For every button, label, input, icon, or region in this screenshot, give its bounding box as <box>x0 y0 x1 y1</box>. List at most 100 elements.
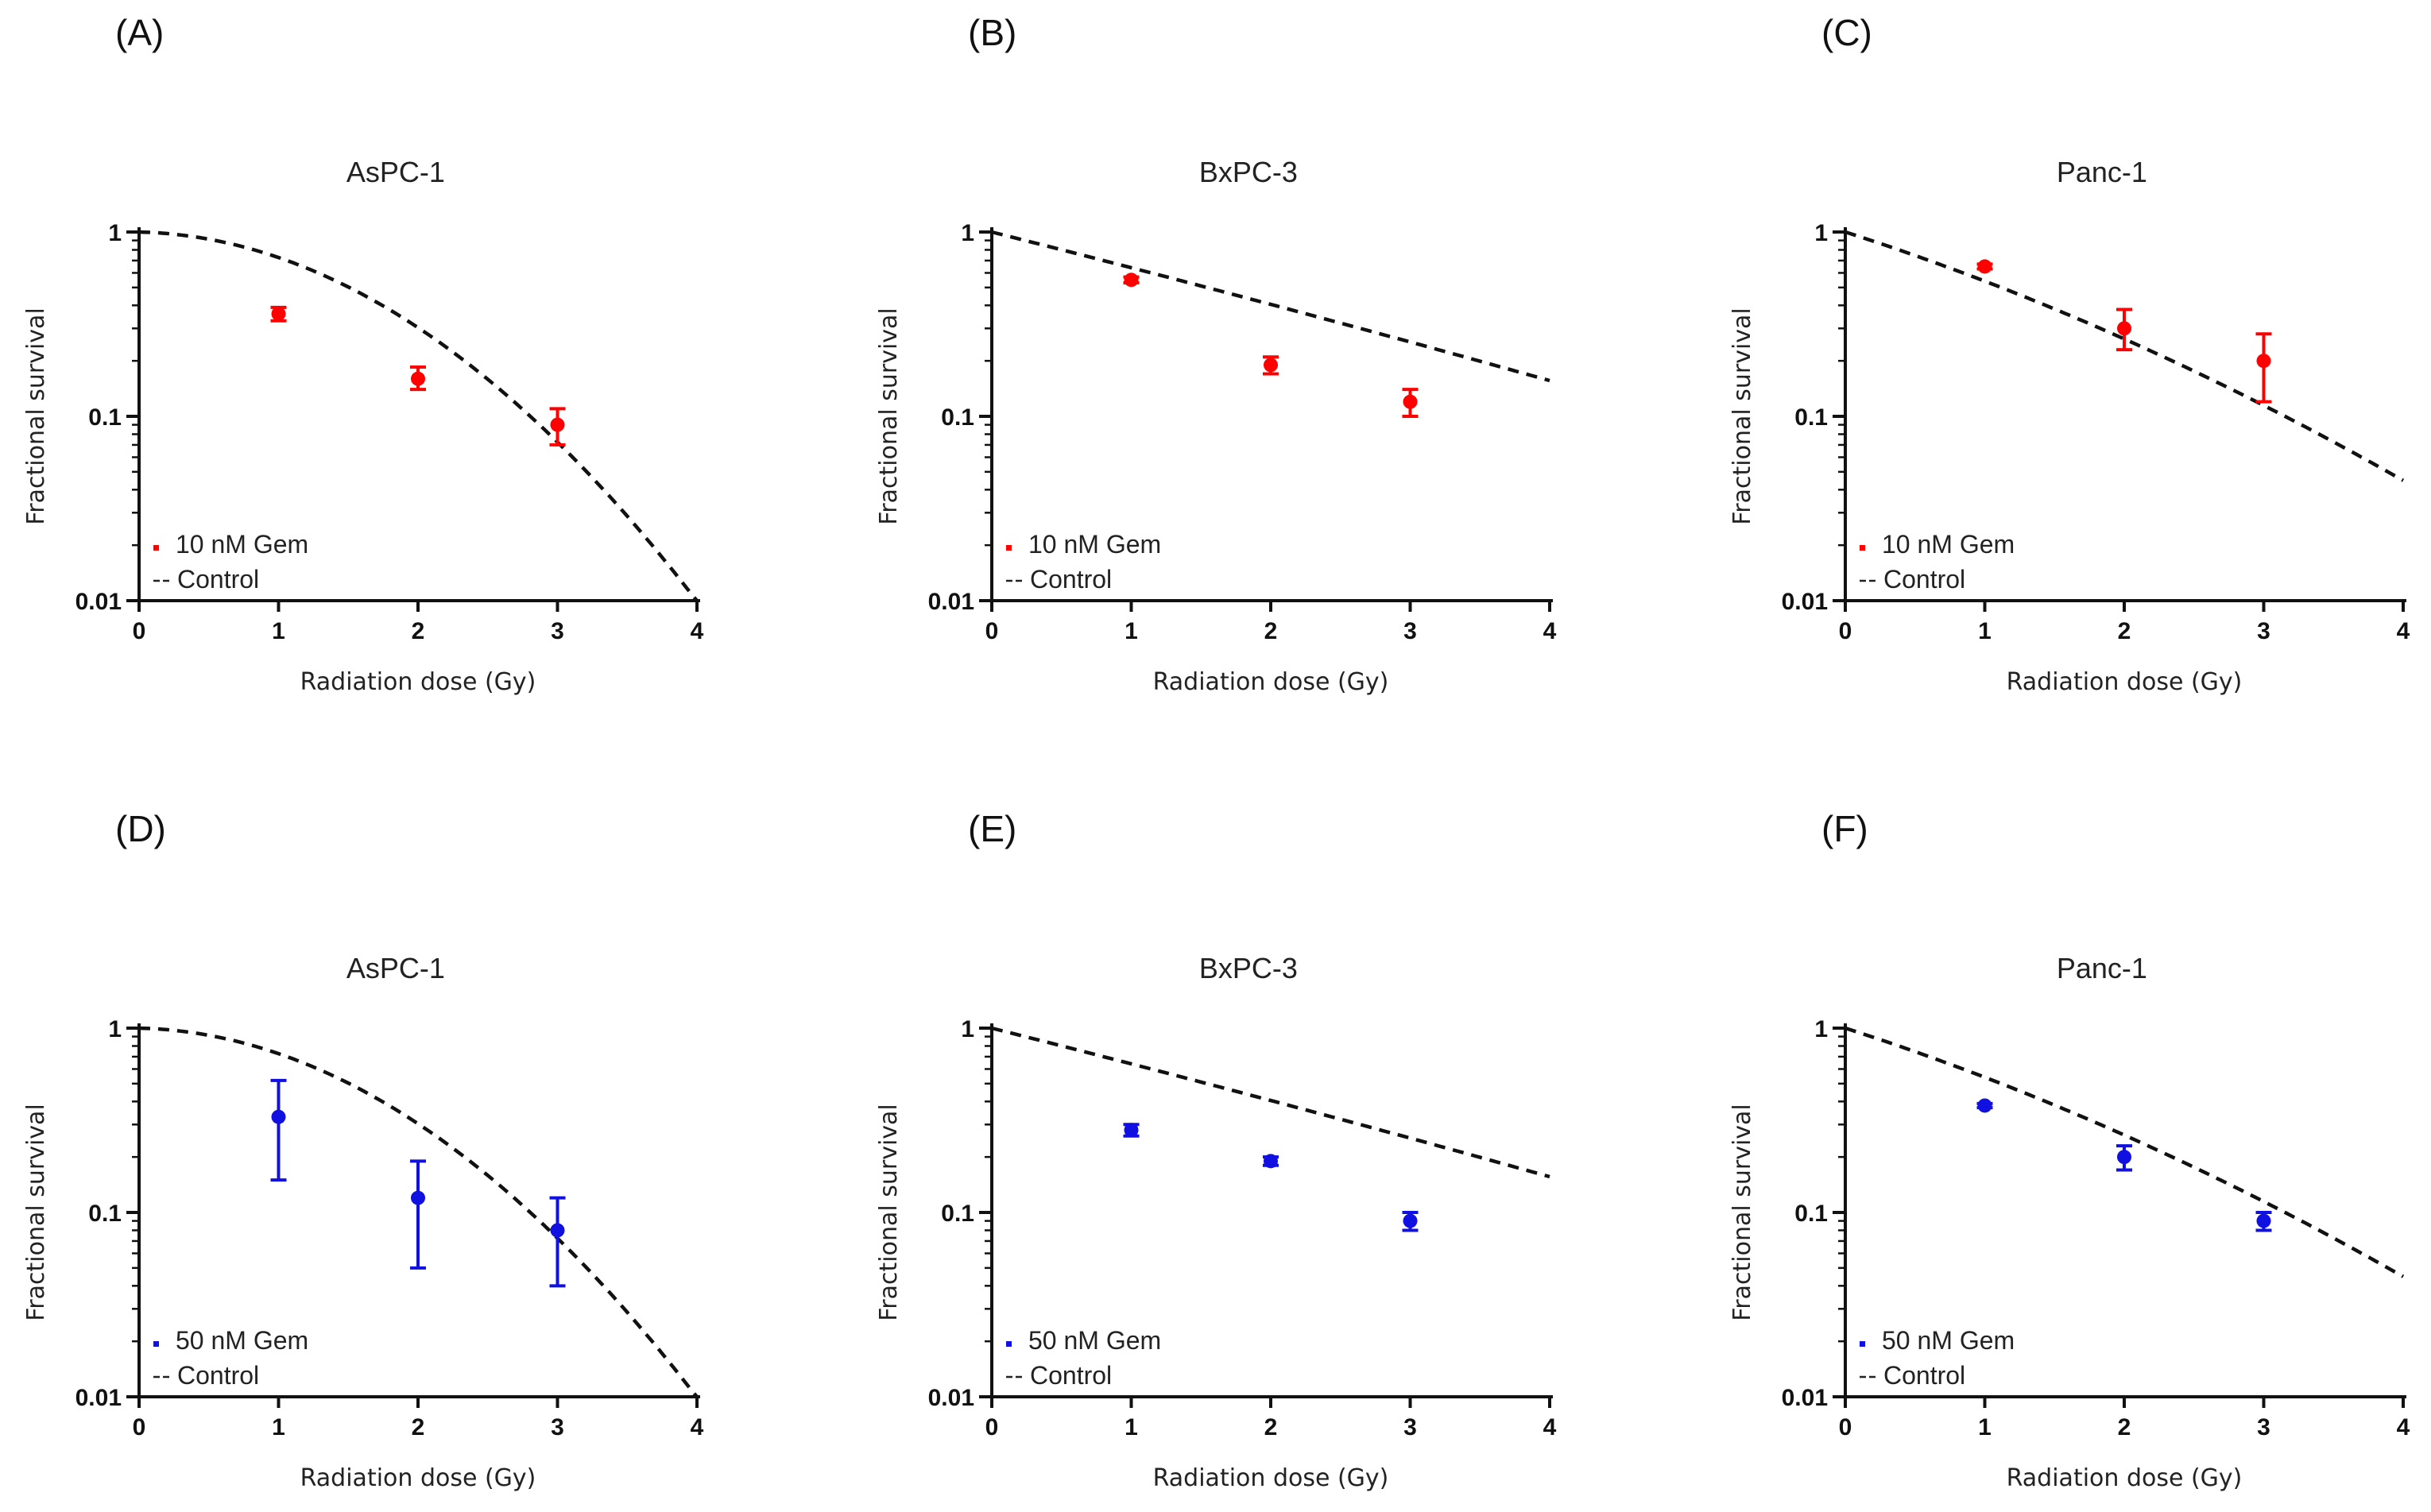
data-point <box>2256 354 2271 369</box>
data-point <box>271 1109 286 1124</box>
legend-label: Control <box>1030 565 1112 594</box>
data-point <box>1124 273 1139 288</box>
y-tick-label: 1 <box>108 220 122 246</box>
chart-title: BxPC-3 <box>1199 952 1298 984</box>
legend-label: 10 nM Gem <box>176 530 308 559</box>
x-tick-label: 2 <box>1264 618 1278 644</box>
y-tick-label: 1 <box>1814 1016 1828 1042</box>
x-tick-label: 2 <box>1264 1414 1278 1440</box>
control-curve <box>1845 1026 2405 1278</box>
legend-label: Control <box>1030 1361 1112 1390</box>
panel-label: (D) <box>115 808 166 849</box>
chart-title: Panc-1 <box>2057 156 2147 188</box>
x-tick-label: 2 <box>2118 618 2131 644</box>
legend-label: Control <box>177 565 259 594</box>
legend-label: 50 nM Gem <box>1028 1326 1161 1355</box>
y-tick-label: 0.1 <box>1794 404 1828 431</box>
panel-label: (C) <box>1821 12 1872 53</box>
chart-title: AsPC-1 <box>346 952 445 984</box>
data-point <box>1977 259 1992 274</box>
control-curve <box>991 1026 1550 1179</box>
data-point <box>271 306 286 321</box>
legend: 10 nM Gem Control <box>153 530 308 594</box>
chart-panel-5: (E) BxPC-3 0 1 2 3 4 0.01 0.1 1 Radiation dose (Gy… <box>875 808 1557 1492</box>
data-point <box>1977 1098 1992 1113</box>
x-tick-label: 4 <box>691 618 704 644</box>
legend: 50 nM Gem Control <box>153 1326 308 1390</box>
x-tick-label: 0 <box>133 1414 146 1440</box>
data-point <box>1264 358 1278 373</box>
chart-panel-4: (D) AsPC-1 0 1 2 3 4 0.01 0.1 1 Radiation dose (Gy… <box>22 808 704 1492</box>
y-axis-label: Fractional survival <box>1728 307 1756 525</box>
y-axis-label: Fractional survival <box>22 307 50 525</box>
x-tick-label: 3 <box>551 618 564 644</box>
y-tick-label: 0.1 <box>1794 1201 1828 1227</box>
data-point <box>550 417 565 432</box>
y-axis-label: Fractional survival <box>875 307 903 525</box>
x-axis-label: Radiation dose (Gy) <box>2007 1464 2243 1492</box>
data-point <box>1403 394 1418 409</box>
x-tick-label: 0 <box>133 618 146 644</box>
panel-label: (B) <box>968 12 1016 53</box>
x-tick-label: 2 <box>2118 1414 2131 1440</box>
x-tick-label: 3 <box>1403 1414 1417 1440</box>
x-tick-label: 3 <box>2257 618 2270 644</box>
x-tick-label: 4 <box>2397 1414 2410 1440</box>
chart-panel-1: (A) AsPC-1 0 1 2 3 4 0.01 0.1 1 Radiation dose (Gy… <box>22 12 704 696</box>
x-tick-label: 0 <box>1839 618 1852 644</box>
x-tick-label: 0 <box>1839 1414 1852 1440</box>
data-point <box>411 1190 425 1205</box>
panel-label: (E) <box>968 808 1016 849</box>
x-tick-label: 4 <box>691 1414 704 1440</box>
chart-title: BxPC-3 <box>1199 156 1298 188</box>
x-tick-label: 1 <box>272 618 285 644</box>
legend: 10 nM Gem Control <box>1860 530 2015 594</box>
x-tick-label: 2 <box>412 618 425 644</box>
x-axis-label: Radiation dose (Gy) <box>1153 668 1389 696</box>
data-point <box>2117 1150 2131 1165</box>
y-tick-label: 0.01 <box>1782 1385 1828 1411</box>
y-tick-label: 0.01 <box>928 1385 974 1411</box>
legend-label: 50 nM Gem <box>1882 1326 2015 1355</box>
x-tick-label: 4 <box>1543 1414 1557 1440</box>
x-tick-label: 1 <box>272 1414 285 1440</box>
y-tick-label: 0.01 <box>1782 589 1828 615</box>
control-curve <box>1845 230 2405 482</box>
legend-marker <box>1860 545 1865 551</box>
chart-title: Panc-1 <box>2057 952 2147 984</box>
legend-label: Control <box>1883 565 1965 594</box>
chart-panel-2: (B) BxPC-3 0 1 2 3 4 0.01 0.1 1 Radiation dose (Gy… <box>875 12 1557 696</box>
legend-label: Control <box>1883 1361 1965 1390</box>
x-tick-label: 3 <box>2257 1414 2270 1440</box>
x-tick-label: 0 <box>985 1414 999 1440</box>
panel-label: (F) <box>1821 808 1868 849</box>
x-tick-label: 4 <box>2397 618 2410 644</box>
data-point <box>2117 321 2131 336</box>
chart-panel-6: (F) Panc-1 0 1 2 3 4 0.01 0.1 1 Radiation dose (Gy… <box>1728 808 2410 1492</box>
y-tick-label: 0.01 <box>75 589 122 615</box>
legend-marker <box>1860 1341 1865 1347</box>
x-tick-label: 1 <box>1978 618 1992 644</box>
x-tick-label: 0 <box>985 618 999 644</box>
y-tick-label: 1 <box>1814 220 1828 246</box>
legend-label: Control <box>177 1361 259 1390</box>
y-tick-label: 1 <box>108 1016 122 1042</box>
x-axis-label: Radiation dose (Gy) <box>2007 668 2243 696</box>
x-tick-label: 3 <box>1403 618 1417 644</box>
x-tick-label: 1 <box>1125 618 1138 644</box>
chart-title: AsPC-1 <box>346 156 445 188</box>
x-axis-label: Radiation dose (Gy) <box>1153 1464 1389 1492</box>
y-tick-label: 0.01 <box>75 1385 122 1411</box>
y-tick-label: 0.1 <box>941 404 974 431</box>
chart-panel-3: (C) Panc-1 0 1 2 3 4 0.01 0.1 1 Radiation dose (Gy… <box>1728 12 2410 696</box>
y-tick-label: 0.1 <box>88 404 122 431</box>
panel-label: (A) <box>115 12 164 53</box>
y-tick-label: 0.01 <box>928 589 974 615</box>
data-point <box>1264 1154 1278 1169</box>
legend-marker <box>1006 1341 1012 1347</box>
legend-label: 10 nM Gem <box>1028 530 1161 559</box>
y-axis-label: Fractional survival <box>875 1104 903 1321</box>
x-tick-label: 4 <box>1543 618 1557 644</box>
legend-marker <box>153 1341 159 1347</box>
